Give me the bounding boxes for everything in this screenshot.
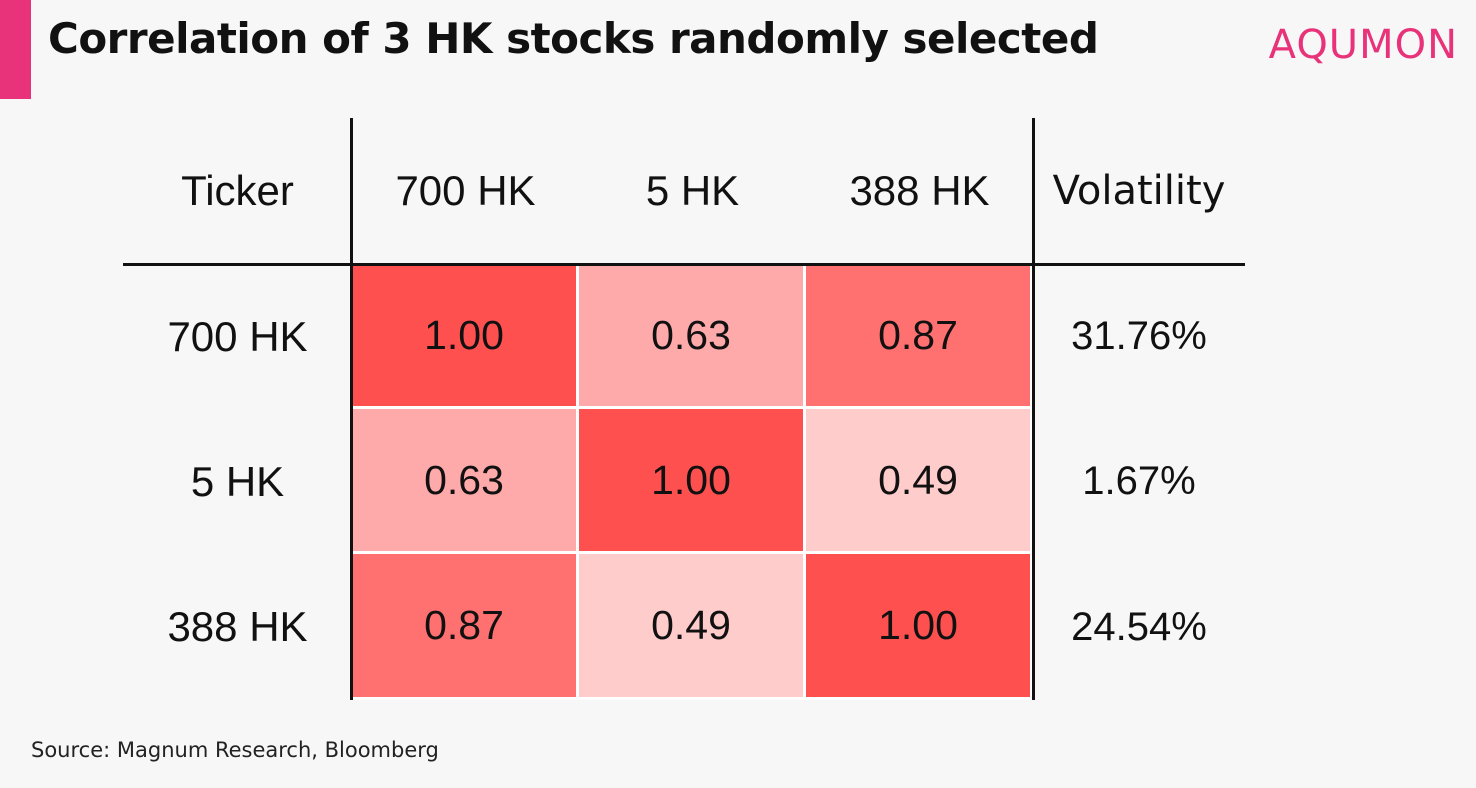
heatmap-cell: 0.87 [352,554,579,700]
volatility-header: Volatility [1052,168,1226,214]
heatmap-cell: 0.49 [806,409,1033,554]
volatility-divider [1032,118,1035,700]
row-label: 700 HK [167,312,308,360]
page-title: Correlation of 3 HK stocks randomly sele… [48,14,1099,63]
volatility-cell: 31.76% [1071,314,1207,358]
source-note: Source: Magnum Research, Bloomberg [31,738,439,762]
column-header: 388 HK [849,167,990,214]
column-header: 5 HK [645,167,740,214]
heatmap-cell: 0.63 [579,264,806,409]
volatility-cell: 1.67% [1082,459,1196,503]
volatility-cell: 24.54% [1071,604,1207,649]
brand-logo: AQUMON [1268,22,1458,68]
heatmap-cell: 0.87 [806,264,1033,409]
heatmap-cell: 1.00 [352,264,579,409]
row-label: 388 HK [167,603,308,650]
heatmap-cell: 1.00 [579,409,806,554]
corner-header: Ticker [181,167,294,214]
heatmap-cell: 0.63 [352,409,579,554]
heatmap-cell: 0.49 [579,554,806,700]
row-label: 5 HK [190,457,285,505]
column-header: 700 HK [395,167,536,214]
header-divider [123,263,1245,266]
row-label-divider [350,118,353,700]
heatmap-cell: 1.00 [806,554,1033,700]
title-accent-bar [0,0,31,99]
